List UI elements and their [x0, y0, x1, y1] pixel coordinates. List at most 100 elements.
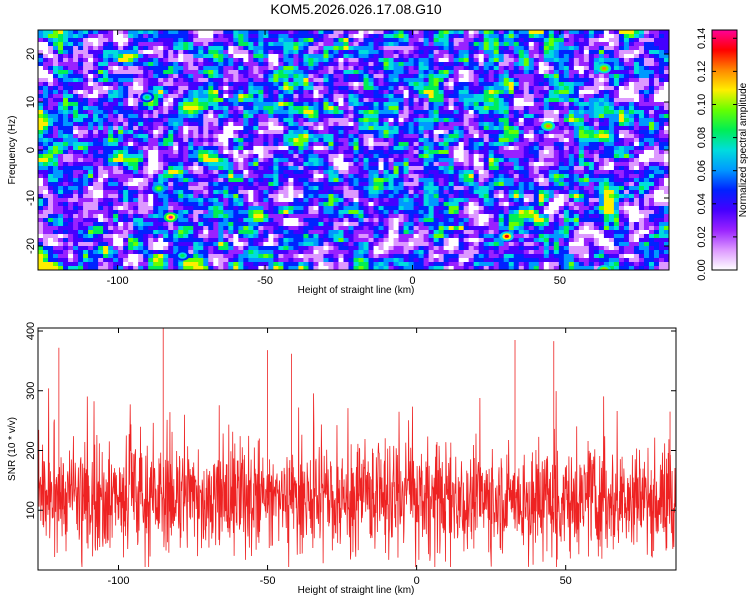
spectrogram-cell: [338, 150, 344, 155]
spectrogram-cell: [68, 54, 74, 59]
spectrogram-cell: [138, 30, 144, 35]
spectrogram-cell: [358, 170, 365, 175]
spectrogram-cell: [553, 122, 560, 127]
spectrogram-cell: [613, 118, 620, 123]
spectrogram-cell: [208, 66, 214, 71]
spectrogram-cell: [273, 162, 279, 167]
spectrogram-cell: [388, 106, 395, 111]
spectrogram-cell: [583, 30, 590, 35]
spectrogram-cell: [458, 130, 465, 135]
spectrogram-cell: [598, 54, 605, 59]
spectrogram-cell: [318, 122, 324, 127]
spectrogram-cell: [188, 166, 194, 171]
spectrogram-cell: [138, 102, 144, 107]
spectrogram-cell: [408, 74, 415, 79]
spectrogram-cell: [208, 118, 214, 123]
spectrogram-cell: [648, 98, 655, 103]
spectrogram-cell: [603, 42, 610, 47]
spectrogram-cell: [293, 90, 299, 95]
spectrogram-cell: [288, 166, 294, 171]
spectrogram-cell: [553, 66, 560, 71]
spectrogram-cell: [258, 82, 264, 87]
spectrogram-cell: [113, 66, 119, 71]
spectrogram-cell: [218, 182, 224, 187]
spectrogram-cell: [48, 170, 54, 175]
spectrogram-cell: [508, 174, 515, 179]
spectrogram-cell: [413, 182, 420, 187]
spectrogram-cell: [568, 50, 575, 55]
spectrogram-cell: [123, 122, 129, 127]
spectrogram-cell: [483, 130, 490, 135]
spectrogram-cell: [283, 130, 289, 135]
spectrogram-cell: [313, 74, 319, 79]
spectrogram-cell: [398, 174, 405, 179]
spectrogram-cell: [38, 150, 44, 155]
spectrogram-cell: [183, 142, 189, 147]
spectrogram-cell: [208, 114, 214, 119]
spectrogram-cell: [358, 66, 365, 71]
spectrogram-cell: [88, 50, 94, 55]
spectrogram-cell: [423, 138, 430, 143]
spectrogram-cell: [508, 166, 515, 171]
spectrogram-cell: [253, 46, 259, 51]
spectrogram-cell: [448, 182, 455, 187]
spectrogram-cell: [233, 150, 239, 155]
spectrogram-cell: [513, 86, 520, 91]
spectrogram-cell: [448, 54, 455, 59]
spectrogram-cell: [48, 182, 54, 187]
spectrogram-cell: [143, 114, 149, 119]
spectrogram-cell: [368, 186, 375, 191]
spectrogram-cell: [598, 30, 605, 35]
spectrogram-cell: [73, 42, 79, 47]
spectrogram-cell: [98, 186, 104, 191]
spectrogram-cell: [258, 182, 264, 187]
spectrogram-cell: [478, 38, 485, 43]
spectrogram-cell: [118, 186, 124, 191]
spectrogram-cell: [563, 138, 570, 143]
spectrogram-cell: [138, 150, 144, 155]
spectrogram-cell: [243, 166, 249, 171]
spectrogram-cell: [133, 74, 139, 79]
spectrogram-cell: [178, 106, 184, 111]
spectrogram-cell: [233, 78, 239, 83]
spectrogram-cell: [103, 182, 109, 187]
spectrogram-cell: [413, 66, 420, 71]
spectrogram-cell: [163, 106, 169, 111]
spectrogram-cell: [68, 30, 74, 35]
spectrogram-cell: [553, 86, 560, 91]
spectrogram-cell: [413, 186, 420, 191]
spectrogram-cell: [348, 170, 354, 175]
spectrogram-cell: [323, 90, 329, 95]
spectrogram-cell: [298, 78, 304, 83]
spectrogram-cell: [143, 66, 149, 71]
spectrogram-cell: [73, 98, 79, 103]
spectrogram-cell: [383, 150, 390, 155]
spectrogram-cell: [568, 182, 575, 187]
spectrogram-cell: [198, 126, 204, 131]
spectrogram-cell: [343, 82, 349, 87]
spectrogram-cell: [278, 174, 284, 179]
spectrogram-cell: [583, 138, 590, 143]
spectrogram-cell: [303, 78, 309, 83]
spectrogram-cell: [313, 98, 319, 103]
spectrogram-cell: [333, 162, 339, 167]
spectrogram-cell: [78, 126, 84, 131]
spectrogram-cell: [333, 146, 339, 151]
spectrogram-cell: [148, 186, 154, 191]
spectrogram-cell: [553, 102, 560, 107]
spectrogram-cell: [118, 34, 124, 39]
spectrogram-cell: [58, 170, 64, 175]
spectrogram-cell: [588, 182, 595, 187]
spectrogram-cell: [53, 78, 59, 83]
spectrogram-cell: [278, 30, 284, 35]
spectrogram-cell: [628, 178, 635, 183]
spectrogram-cell: [153, 142, 159, 147]
spectrogram-cell: [363, 54, 370, 59]
spectrogram-cell: [588, 106, 595, 111]
spectrogram-cell: [413, 94, 420, 99]
spectrogram-cell: [73, 138, 79, 143]
spectrogram-cell: [588, 38, 595, 43]
spectrogram-cell: [53, 98, 59, 103]
spectrogram-cell: [403, 78, 410, 83]
spectrogram-cell: [383, 102, 390, 107]
